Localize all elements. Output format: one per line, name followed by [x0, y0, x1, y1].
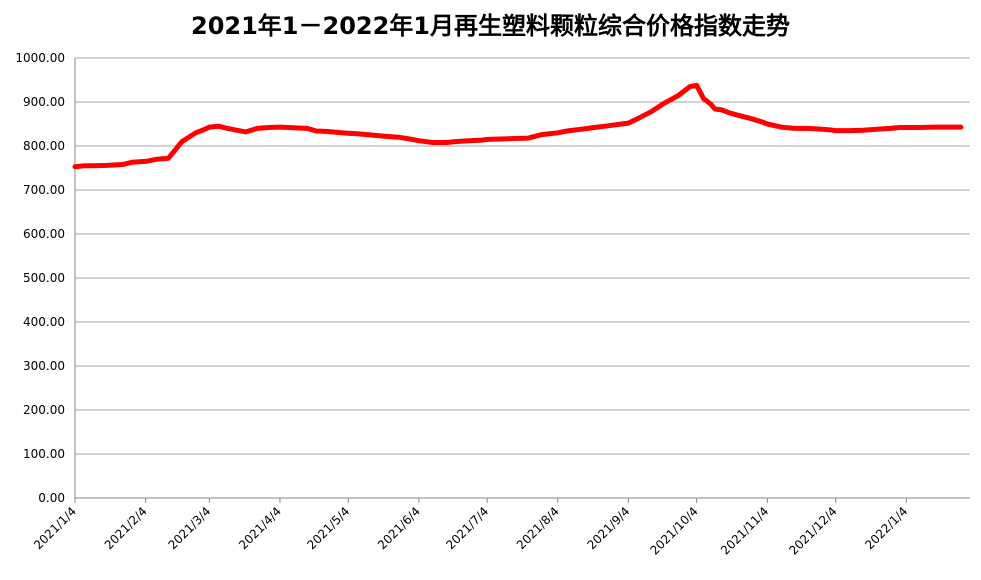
y-axis-ticks: 0.00 100.00 200.00 300.00 400.00 500.00 600.00…: [15, 51, 65, 505]
x-tick-label: 2021/3/4: [165, 504, 213, 552]
x-tick-label: 2021/9/4: [585, 504, 633, 552]
y-tick-label: 400.00: [23, 315, 65, 329]
y-tick-label: 600.00: [23, 227, 65, 241]
x-axis-ticks: 2021/1/4 2021/2/4 2021/3/4 2021/4/4 2021/5/4…: [31, 498, 910, 558]
x-tick-label: 2021/10/4: [647, 504, 700, 557]
y-tick-label: 200.00: [23, 403, 65, 417]
y-tick-label: 300.00: [23, 359, 65, 373]
y-tick-label: 0.00: [38, 491, 65, 505]
x-tick-label: 2021/2/4: [102, 504, 150, 552]
series-line: [72, 82, 964, 170]
series-layer: [72, 82, 964, 170]
y-tick-label: 900.00: [23, 95, 65, 109]
x-tick-label: 2021/4/4: [236, 504, 284, 552]
y-tick-label: 800.00: [23, 139, 65, 153]
x-tick-label: 2021/11/4: [718, 504, 771, 557]
x-tick-label: 2022/1/4: [862, 504, 910, 552]
y-tick-label: 100.00: [23, 447, 65, 461]
x-tick-label: 2021/8/4: [514, 504, 562, 552]
y-tick-label: 500.00: [23, 271, 65, 285]
y-tick-label: 700.00: [23, 183, 65, 197]
x-tick-label: 2021/1/4: [31, 504, 79, 552]
x-tick-label: 2021/5/4: [304, 504, 352, 552]
chart-title: 2021年1－2022年1月再生塑料颗粒综合价格指数走势: [191, 12, 790, 40]
gridlines: [75, 57, 970, 499]
x-tick-label: 2021/7/4: [443, 504, 491, 552]
x-tick-label: 2021/12/4: [786, 504, 839, 557]
x-tick-label: 2021/6/4: [375, 504, 423, 552]
y-tick-label: 1000.00: [15, 51, 65, 65]
